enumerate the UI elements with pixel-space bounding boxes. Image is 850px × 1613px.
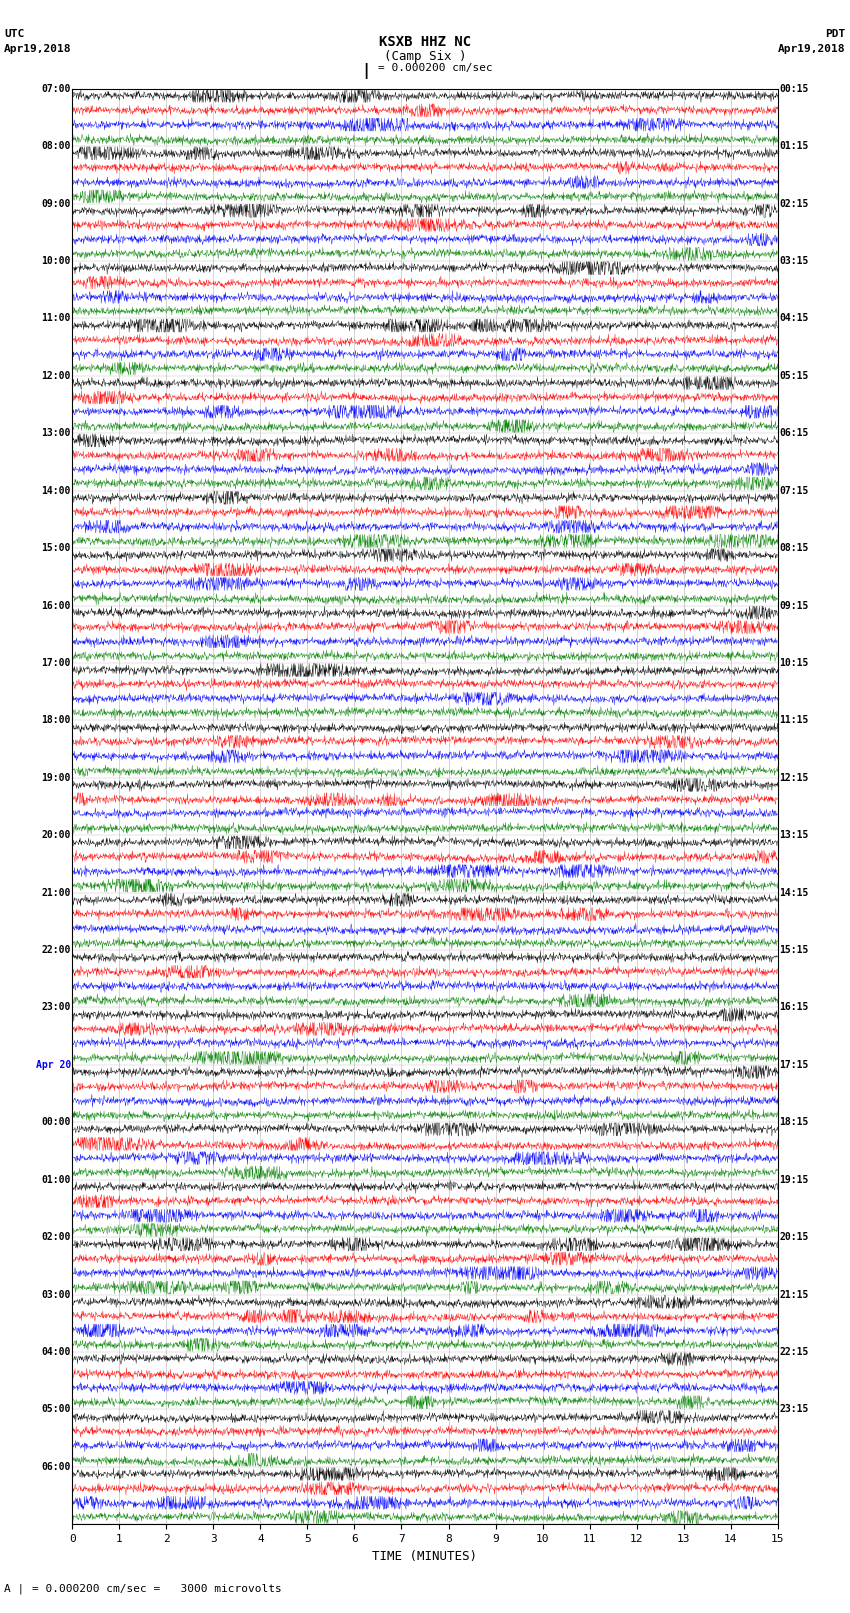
Text: 00:00: 00:00 — [42, 1118, 71, 1127]
Text: 16:15: 16:15 — [779, 1003, 808, 1013]
Text: 02:15: 02:15 — [779, 198, 808, 208]
Text: 00:15: 00:15 — [779, 84, 808, 94]
Text: 01:00: 01:00 — [42, 1174, 71, 1184]
Text: 22:00: 22:00 — [42, 945, 71, 955]
Text: 21:00: 21:00 — [42, 887, 71, 897]
Text: Apr19,2018: Apr19,2018 — [4, 44, 71, 53]
Text: 15:15: 15:15 — [779, 945, 808, 955]
Text: 04:15: 04:15 — [779, 313, 808, 323]
Text: 19:15: 19:15 — [779, 1174, 808, 1184]
Text: = 0.000200 cm/sec: = 0.000200 cm/sec — [378, 63, 493, 73]
Text: 04:00: 04:00 — [42, 1347, 71, 1357]
Text: 13:15: 13:15 — [779, 831, 808, 840]
Text: 11:00: 11:00 — [42, 313, 71, 323]
Text: PDT: PDT — [825, 29, 846, 39]
Text: 06:15: 06:15 — [779, 429, 808, 439]
Text: 11:15: 11:15 — [779, 716, 808, 726]
Text: 19:00: 19:00 — [42, 773, 71, 782]
Text: 07:00: 07:00 — [42, 84, 71, 94]
Text: 18:15: 18:15 — [779, 1118, 808, 1127]
Text: 08:15: 08:15 — [779, 544, 808, 553]
Text: (Camp Six ): (Camp Six ) — [383, 50, 467, 63]
Text: 20:00: 20:00 — [42, 831, 71, 840]
Text: 03:00: 03:00 — [42, 1290, 71, 1300]
Text: 07:15: 07:15 — [779, 486, 808, 495]
Text: 17:00: 17:00 — [42, 658, 71, 668]
Text: 09:00: 09:00 — [42, 198, 71, 208]
Text: 06:00: 06:00 — [42, 1461, 71, 1471]
Text: 10:15: 10:15 — [779, 658, 808, 668]
Text: Apr19,2018: Apr19,2018 — [779, 44, 846, 53]
Text: 10:00: 10:00 — [42, 256, 71, 266]
Text: 14:00: 14:00 — [42, 486, 71, 495]
Text: UTC: UTC — [4, 29, 25, 39]
Text: 18:00: 18:00 — [42, 716, 71, 726]
X-axis label: TIME (MINUTES): TIME (MINUTES) — [372, 1550, 478, 1563]
Text: A |: A | — [4, 1582, 25, 1594]
Text: 23:00: 23:00 — [42, 1003, 71, 1013]
Text: 15:00: 15:00 — [42, 544, 71, 553]
Text: 21:15: 21:15 — [779, 1290, 808, 1300]
Text: 20:15: 20:15 — [779, 1232, 808, 1242]
Text: 12:00: 12:00 — [42, 371, 71, 381]
Text: 01:15: 01:15 — [779, 142, 808, 152]
Text: 13:00: 13:00 — [42, 429, 71, 439]
Text: 08:00: 08:00 — [42, 142, 71, 152]
Text: 09:15: 09:15 — [779, 600, 808, 610]
Text: 12:15: 12:15 — [779, 773, 808, 782]
Text: 14:15: 14:15 — [779, 887, 808, 897]
Text: KSXB HHZ NC: KSXB HHZ NC — [379, 35, 471, 50]
Text: 16:00: 16:00 — [42, 600, 71, 610]
Text: Apr 20: Apr 20 — [36, 1060, 71, 1069]
Text: |: | — [361, 63, 370, 79]
Text: 23:15: 23:15 — [779, 1405, 808, 1415]
Text: 05:15: 05:15 — [779, 371, 808, 381]
Text: 22:15: 22:15 — [779, 1347, 808, 1357]
Text: 03:15: 03:15 — [779, 256, 808, 266]
Text: 05:00: 05:00 — [42, 1405, 71, 1415]
Text: 17:15: 17:15 — [779, 1060, 808, 1069]
Text: = 0.000200 cm/sec =   3000 microvolts: = 0.000200 cm/sec = 3000 microvolts — [32, 1584, 282, 1594]
Text: 02:00: 02:00 — [42, 1232, 71, 1242]
